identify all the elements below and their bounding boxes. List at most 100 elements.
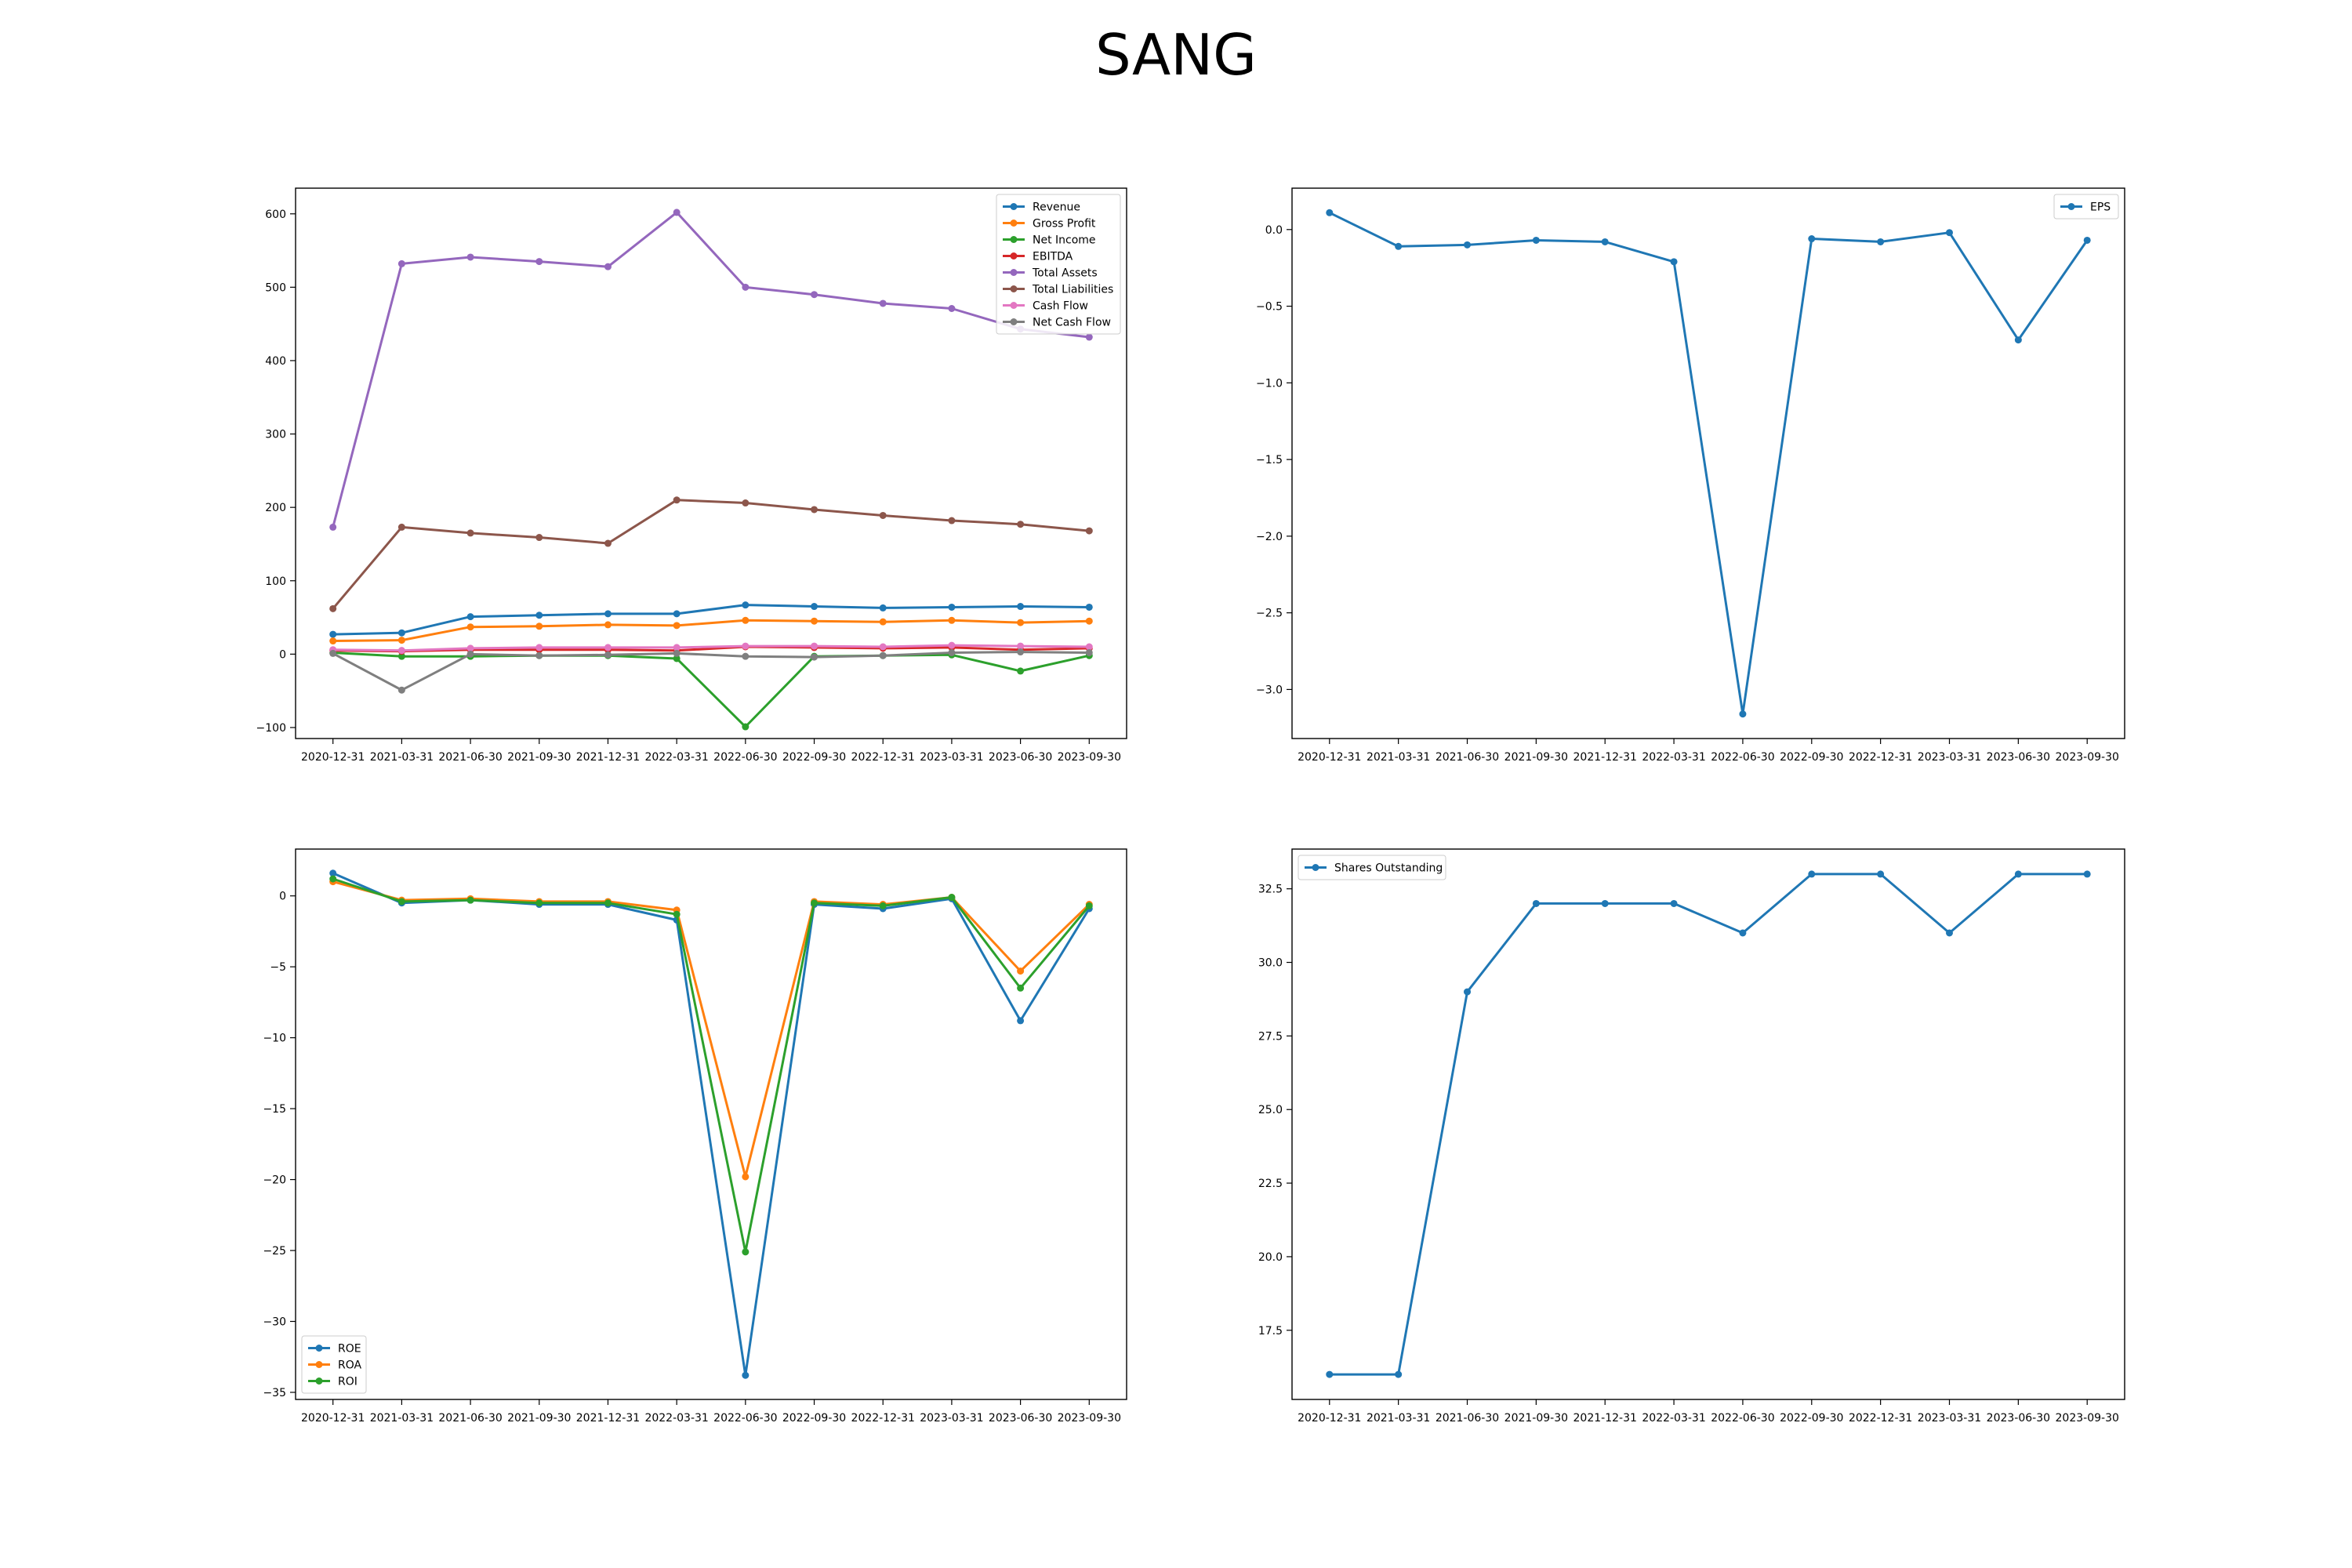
legend-swatch-marker (1010, 285, 1018, 292)
data-point (329, 649, 337, 657)
legend-swatch-marker (315, 1361, 323, 1368)
y-tick-label: −15 (263, 1103, 286, 1116)
data-point (879, 618, 887, 626)
data-point (2083, 236, 2091, 244)
series-line (332, 652, 1090, 728)
data-point (811, 899, 818, 907)
series-total-liabilities (329, 496, 1093, 612)
data-point (742, 642, 750, 650)
data-point (1395, 1370, 1403, 1378)
data-point (948, 894, 956, 902)
x-tick-label: 2022-09-30 (782, 751, 846, 764)
legend-label: ROE (338, 1343, 361, 1356)
y-tick-label: −3.0 (1256, 684, 1283, 696)
data-point (673, 209, 681, 216)
x-tick-label: 2023-03-31 (1918, 1412, 1981, 1425)
data-point (604, 539, 612, 547)
legend-label: Total Assets (1032, 267, 1098, 280)
data-point (1085, 333, 1093, 341)
series-roi (329, 875, 1093, 1256)
x-tick-label: 2023-03-31 (920, 1412, 983, 1425)
data-point (1326, 209, 1334, 216)
x-tick-label: 2021-03-31 (370, 751, 434, 764)
x-tick-label: 2022-06-30 (713, 1412, 777, 1425)
data-point (811, 642, 818, 650)
data-point (879, 511, 887, 519)
series-gross-profit (329, 616, 1093, 645)
data-point (811, 506, 818, 514)
data-point (1532, 899, 1540, 907)
x-tick-label: 2023-09-30 (2056, 751, 2119, 764)
data-point (742, 723, 750, 731)
x-tick-label: 2023-03-31 (1918, 751, 1981, 764)
data-point (811, 291, 818, 299)
x-tick-label: 2022-03-31 (1642, 1412, 1705, 1425)
data-point (742, 652, 750, 660)
data-point (604, 899, 612, 907)
data-point (1017, 619, 1025, 626)
data-point (604, 610, 612, 618)
y-tick-label: 0 (279, 891, 286, 903)
y-tick-label: 17.5 (1258, 1325, 1283, 1338)
data-point (742, 283, 750, 291)
data-point (1739, 929, 1747, 937)
data-point (1017, 521, 1025, 528)
x-tick-label: 2023-09-30 (1058, 751, 1121, 764)
data-point (466, 896, 474, 904)
data-point (673, 496, 681, 504)
y-tick-label: 32.5 (1258, 884, 1283, 896)
x-tick-label: 2021-06-30 (438, 1412, 502, 1425)
y-tick-label: −1.5 (1256, 454, 1283, 466)
data-point (1464, 988, 1472, 996)
y-tick-label: −1.0 (1256, 377, 1283, 390)
x-tick-label: 2022-12-31 (1849, 1412, 1912, 1425)
x-tick-label: 2023-09-30 (2056, 1412, 2119, 1425)
y-tick-label: 20.0 (1258, 1251, 1283, 1264)
series-line (332, 645, 1090, 653)
plot-area (296, 849, 1127, 1399)
legend-box (1298, 855, 1446, 880)
data-point (1464, 241, 1472, 249)
data-point (811, 653, 818, 661)
data-point (1945, 929, 1953, 937)
series-line (332, 604, 1090, 636)
data-point (397, 647, 405, 655)
x-tick-label: 2022-12-31 (851, 751, 915, 764)
data-point (1085, 603, 1093, 611)
data-point (329, 523, 337, 531)
data-point (604, 263, 612, 270)
data-point (1017, 667, 1025, 675)
y-tick-label: −0.5 (1256, 301, 1283, 314)
x-tick-label: 2021-03-31 (1367, 751, 1430, 764)
y-tick-label: 300 (265, 429, 286, 441)
legend-swatch-marker (315, 1345, 323, 1352)
y-tick-label: −100 (256, 722, 286, 735)
data-point (1326, 1370, 1334, 1378)
data-point (535, 652, 543, 659)
legend-swatch-marker (1010, 252, 1018, 260)
data-point (742, 1248, 750, 1256)
legend-swatch-marker (2067, 203, 2075, 210)
series-line (332, 499, 1090, 610)
series-line (332, 651, 1090, 691)
legend-box (2053, 194, 2119, 220)
x-tick-label: 2022-03-31 (1642, 751, 1705, 764)
plot-area (1292, 188, 2125, 739)
series-line (332, 880, 1091, 1178)
x-tick-label: 2021-06-30 (1436, 1412, 1499, 1425)
legend-label: Shares Outstanding (1334, 862, 1443, 875)
data-point (742, 499, 750, 507)
legend-label: Gross Profit (1033, 218, 1096, 230)
x-tick-label: 2022-06-30 (1711, 1412, 1774, 1425)
y-tick-label: 25.0 (1258, 1104, 1283, 1116)
x-tick-label: 2021-03-31 (1367, 1412, 1430, 1425)
data-point (397, 686, 405, 694)
series-line (332, 619, 1090, 642)
data-point (1085, 902, 1093, 909)
x-tick-label: 2022-06-30 (713, 751, 777, 764)
y-tick-label: 100 (265, 575, 286, 588)
x-tick-label: 2021-12-31 (1573, 1412, 1637, 1425)
legend-label: Net Income (1033, 234, 1096, 247)
x-tick-label: 2023-06-30 (989, 751, 1052, 764)
legend-swatch-marker (1010, 269, 1018, 276)
